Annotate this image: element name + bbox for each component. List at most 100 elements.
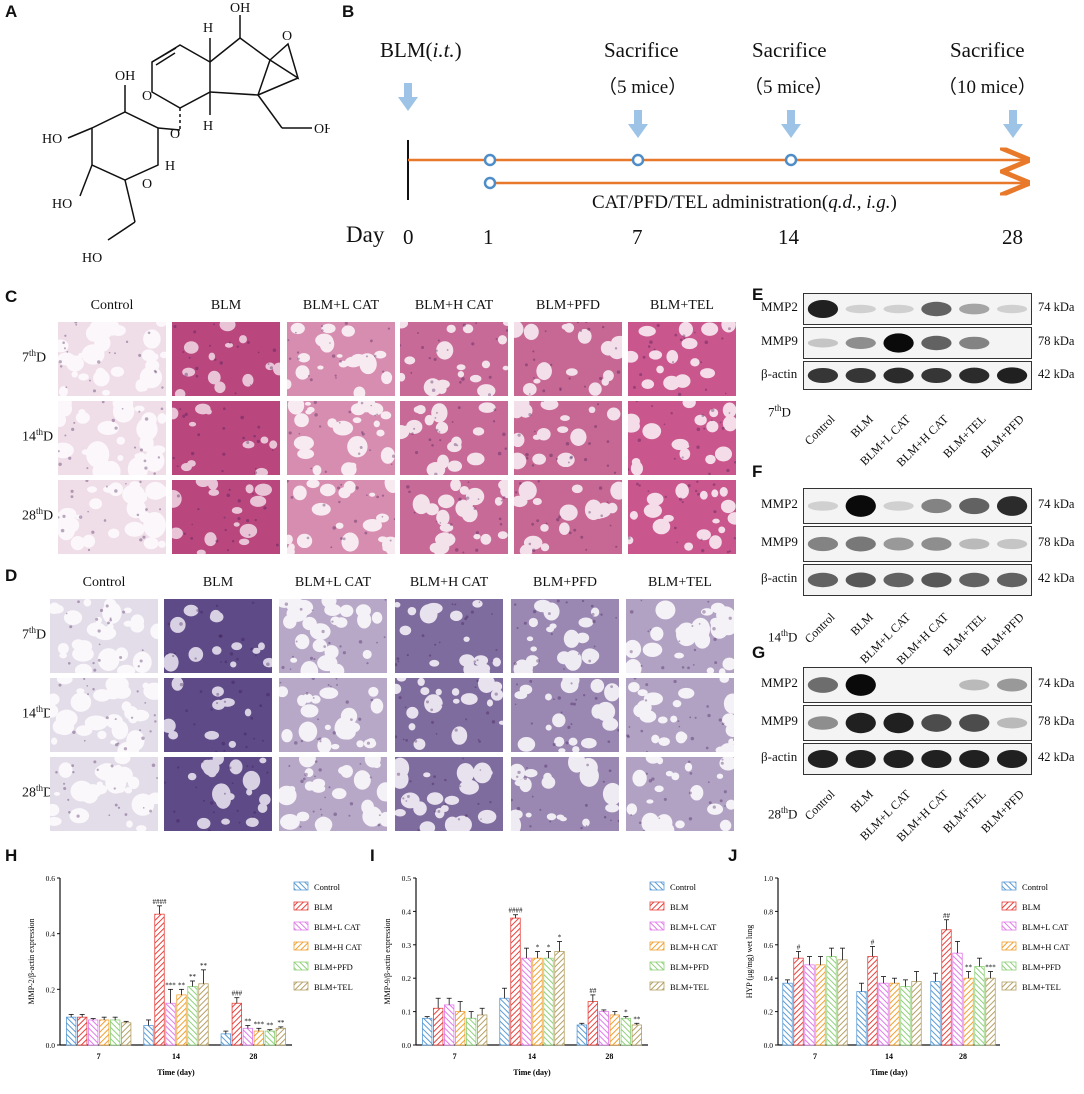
blot-band [996, 678, 1028, 692]
blot-kda-label: 74 kDa [1038, 676, 1075, 690]
blot-band [807, 338, 839, 348]
significance-mark: *** [254, 1020, 265, 1028]
bar [867, 956, 878, 1046]
day-0: 0 [403, 225, 414, 249]
blot-band [996, 572, 1028, 588]
legend-swatch [649, 961, 665, 971]
histology-tile [172, 322, 280, 396]
bar [878, 982, 889, 1046]
bar [793, 957, 804, 1046]
significance-mark: ** [189, 973, 197, 981]
x-tick-label: 7 [813, 1052, 817, 1061]
histology-tile [279, 599, 387, 673]
svg-text:OH: OH [115, 69, 135, 84]
blot-protein-label: β-actin [761, 749, 798, 764]
bar [532, 957, 543, 1046]
histology-tile [287, 480, 395, 554]
blot-band [807, 536, 839, 552]
blot-band [959, 750, 990, 768]
sacrifice-count-2: （5 mice） [744, 77, 834, 98]
blot-protein-label: MMP2 [761, 675, 798, 690]
blot-band [845, 304, 876, 314]
blot-lane-label: BLM [847, 787, 876, 816]
histology-tile [164, 678, 272, 752]
bar [941, 929, 952, 1046]
legend-swatch [649, 941, 665, 951]
bar [837, 959, 848, 1046]
histology-column-label: Control [90, 298, 134, 313]
significance-mark: ** [244, 1018, 252, 1026]
blot-band [883, 333, 914, 353]
bar [253, 1030, 264, 1046]
histology-tile [279, 757, 387, 831]
blot-strip [803, 743, 1032, 775]
legend-label: BLM+TEL [1022, 982, 1061, 992]
panel-label-f: F [752, 462, 763, 481]
y-tick-label: 0.3 [402, 941, 412, 950]
panel-label-j: J [728, 846, 738, 865]
histology-column-label: BLM+H CAT [414, 298, 494, 313]
histology-column-label: BLM [202, 575, 234, 590]
x-tick-label: 28 [249, 1052, 257, 1061]
histology-row-label: 7thD [22, 348, 47, 366]
blot-strip [803, 705, 1032, 741]
y-tick-label: 0.2 [402, 974, 412, 983]
blot-protein-label: MMP9 [761, 333, 798, 348]
histology-tile [164, 599, 272, 673]
histology-tile [50, 678, 158, 752]
bar [598, 1011, 609, 1046]
legend-swatch [293, 881, 309, 891]
blot-protein-label: MMP9 [761, 534, 798, 549]
legend-label: Control [670, 882, 697, 892]
blot-band [921, 335, 952, 351]
histology-column-label: Control [82, 575, 126, 590]
histology-tile [514, 322, 622, 396]
sacrifice-drop-arrows [398, 83, 1023, 138]
x-axis-label: Time (day) [870, 1068, 908, 1077]
legend-swatch [1001, 961, 1017, 971]
legend-label: BLM+H CAT [670, 942, 718, 952]
bar [856, 991, 867, 1046]
legend-label: BLM+H CAT [314, 942, 362, 952]
bar [220, 1033, 231, 1046]
histology-column-label: BLM+PFD [533, 575, 597, 590]
bar [804, 964, 815, 1046]
histology-column-label: BLM+L CAT [302, 298, 380, 313]
blot-strip [803, 361, 1032, 390]
day-7: 7 [632, 225, 643, 249]
blot-band [959, 572, 990, 588]
blot-band [845, 572, 876, 588]
significance-mark: ** [965, 964, 973, 972]
legend-label: BLM+L CAT [314, 922, 361, 932]
x-tick-label: 14 [885, 1052, 893, 1061]
bar [510, 917, 521, 1046]
blot-band [996, 538, 1028, 550]
day-14: 14 [778, 225, 799, 249]
bar [952, 952, 963, 1046]
histology-tile [400, 322, 508, 396]
svg-text:HO: HO [82, 251, 102, 266]
legend-label: BLM+H CAT [1022, 942, 1070, 952]
svg-text:H: H [165, 159, 175, 174]
legend-swatch [1001, 981, 1017, 991]
panel-label-c: C [5, 287, 18, 306]
histology-tile [626, 599, 734, 673]
svg-text:HO: HO [42, 132, 62, 147]
bar [543, 957, 554, 1046]
panel-label-e: E [752, 285, 764, 304]
bar [466, 1017, 477, 1046]
svg-text:O: O [142, 89, 152, 104]
blot-strip [803, 327, 1032, 359]
significance-mark: #### [509, 907, 524, 915]
blot-band [883, 304, 914, 314]
histology-row-label: 14thD [22, 704, 54, 722]
blot-band [996, 750, 1028, 768]
blot-kda-label: 42 kDa [1038, 750, 1075, 764]
bar [521, 957, 532, 1046]
blot-protein-label: MMP9 [761, 713, 798, 728]
blot-band [883, 537, 914, 551]
legend-swatch [649, 901, 665, 911]
bar [444, 1004, 455, 1046]
blot-band [959, 538, 990, 550]
bar [974, 966, 985, 1046]
